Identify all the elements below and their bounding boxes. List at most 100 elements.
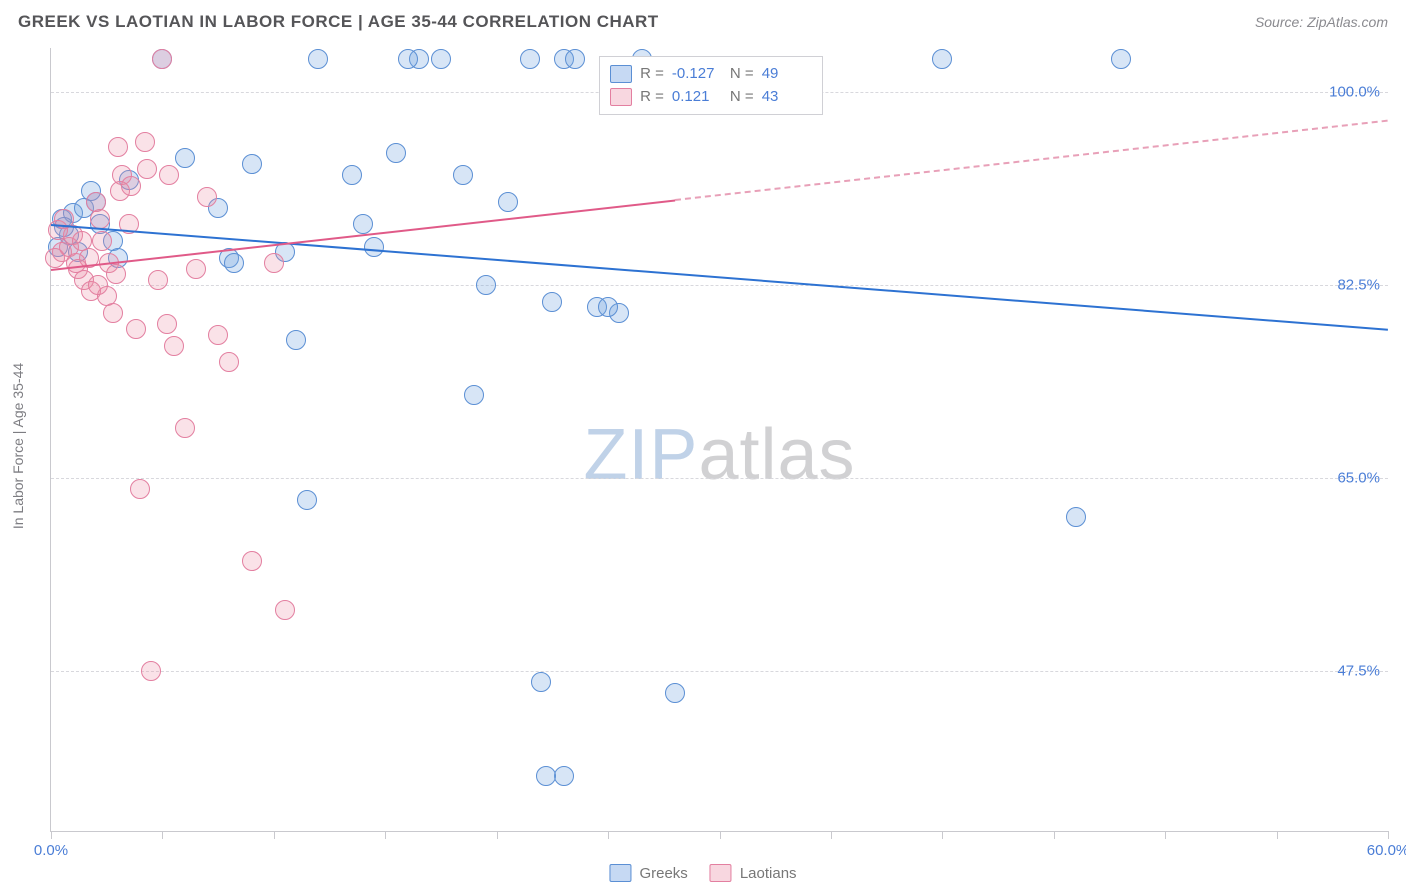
xtick <box>942 831 943 839</box>
watermark: ZIPatlas <box>583 414 855 496</box>
stats-legend-row: R = 0.121 N = 43 <box>610 86 812 109</box>
data-point <box>88 275 108 295</box>
data-point <box>159 165 179 185</box>
legend-label-laotians: Laotians <box>740 865 797 882</box>
xtick <box>385 831 386 839</box>
xtick <box>1054 831 1055 839</box>
series-legend: Greeks Laotians <box>609 864 796 882</box>
chart-source: Source: ZipAtlas.com <box>1255 14 1388 30</box>
data-point <box>554 766 574 786</box>
data-point <box>264 253 284 273</box>
ytick-label: 47.5% <box>1337 663 1380 680</box>
watermark-atlas: atlas <box>698 415 855 495</box>
gridline <box>51 671 1388 672</box>
legend-label-greeks: Greeks <box>639 865 687 882</box>
legend-item-greeks: Greeks <box>609 864 687 882</box>
ytick-label: 65.0% <box>1337 470 1380 487</box>
data-point <box>92 231 112 251</box>
watermark-zip: ZIP <box>583 415 698 495</box>
data-point <box>386 143 406 163</box>
xtick-label: 60.0% <box>1367 842 1406 859</box>
xtick <box>162 831 163 839</box>
trend-line <box>51 199 675 270</box>
n-label: N = <box>730 86 754 109</box>
legend-swatch-blue <box>609 864 631 882</box>
gridline <box>51 478 1388 479</box>
data-point <box>275 600 295 620</box>
data-point <box>148 270 168 290</box>
data-point <box>90 209 110 229</box>
data-point <box>286 330 306 350</box>
data-point <box>1066 507 1086 527</box>
data-point <box>353 214 373 234</box>
r-value: 0.121 <box>672 86 722 109</box>
trend-line <box>675 120 1388 201</box>
data-point <box>665 683 685 703</box>
xtick <box>831 831 832 839</box>
data-point <box>542 292 562 312</box>
data-point <box>453 165 473 185</box>
data-point <box>598 297 618 317</box>
data-point <box>72 231 92 251</box>
data-point <box>157 314 177 334</box>
data-point <box>464 385 484 405</box>
xtick <box>274 831 275 839</box>
xtick <box>1277 831 1278 839</box>
data-point <box>520 49 540 69</box>
data-point <box>106 264 126 284</box>
data-point <box>126 319 146 339</box>
data-point <box>308 49 328 69</box>
data-point <box>431 49 451 69</box>
data-point <box>1111 49 1131 69</box>
xtick <box>51 831 52 839</box>
data-point <box>45 248 65 268</box>
data-point <box>103 303 123 323</box>
y-axis-title: In Labor Force | Age 35-44 <box>10 363 26 529</box>
data-point <box>208 325 228 345</box>
xtick <box>608 831 609 839</box>
gridline <box>51 285 1388 286</box>
legend-item-laotians: Laotians <box>710 864 797 882</box>
data-point <box>342 165 362 185</box>
data-point <box>364 237 384 257</box>
n-value: 43 <box>762 86 812 109</box>
data-point <box>175 148 195 168</box>
data-point <box>297 490 317 510</box>
data-point <box>137 159 157 179</box>
r-value: -0.127 <box>672 63 722 86</box>
chart-title: GREEK VS LAOTIAN IN LABOR FORCE | AGE 35… <box>18 12 659 32</box>
xtick <box>1388 831 1389 839</box>
data-point <box>130 479 150 499</box>
ytick-label: 82.5% <box>1337 277 1380 294</box>
xtick <box>1165 831 1166 839</box>
data-point <box>536 766 556 786</box>
chart-header: GREEK VS LAOTIAN IN LABOR FORCE | AGE 35… <box>0 0 1406 40</box>
data-point <box>135 132 155 152</box>
n-value: 49 <box>762 63 812 86</box>
scatter-chart: ZIPatlas 47.5%65.0%82.5%100.0%0.0%60.0%R… <box>50 48 1388 832</box>
data-point <box>242 551 262 571</box>
data-point <box>531 672 551 692</box>
ytick-label: 100.0% <box>1329 84 1380 101</box>
data-point <box>498 192 518 212</box>
r-label: R = <box>640 86 664 109</box>
data-point <box>932 49 952 69</box>
xtick <box>497 831 498 839</box>
legend-swatch <box>610 88 632 106</box>
data-point <box>398 49 418 69</box>
data-point <box>476 275 496 295</box>
data-point <box>565 49 585 69</box>
xtick <box>720 831 721 839</box>
legend-swatch-pink <box>710 864 732 882</box>
data-point <box>108 137 128 157</box>
xtick-label: 0.0% <box>34 842 68 859</box>
legend-swatch <box>610 65 632 83</box>
data-point <box>121 176 141 196</box>
stats-legend: R = -0.127 N = 49R = 0.121 N = 43 <box>599 56 823 115</box>
data-point <box>66 253 86 273</box>
data-point <box>164 336 184 356</box>
data-point <box>175 418 195 438</box>
data-point <box>219 352 239 372</box>
n-label: N = <box>730 63 754 86</box>
data-point <box>186 259 206 279</box>
